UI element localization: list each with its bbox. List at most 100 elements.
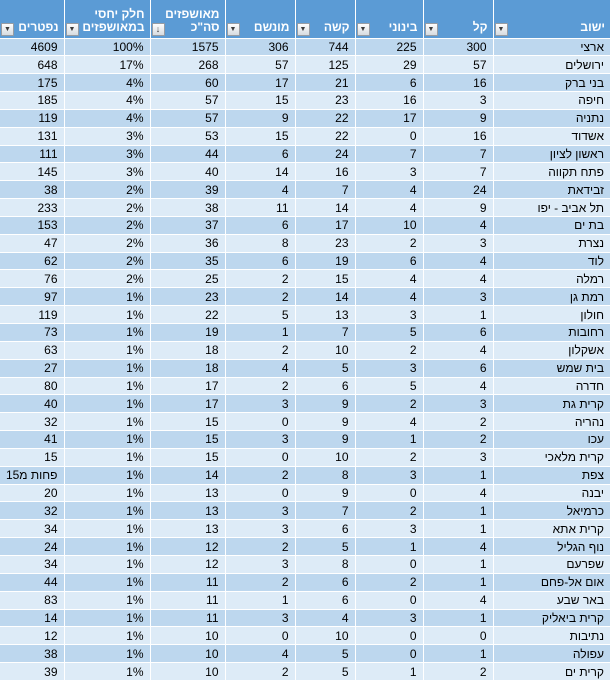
cell-severe[interactable]: 9 bbox=[294, 412, 355, 432]
cell-deceased[interactable]: 73 bbox=[0, 323, 64, 342]
cell-city[interactable]: ראשון לציון bbox=[492, 145, 610, 164]
cell-share[interactable]: 4% bbox=[63, 109, 150, 128]
cell-city[interactable]: רמלה bbox=[492, 269, 610, 289]
cell-severe[interactable]: 5 bbox=[294, 644, 355, 664]
cell-deceased[interactable]: 648 bbox=[0, 55, 64, 75]
cell-share[interactable]: 1% bbox=[63, 501, 150, 521]
cell-moderate[interactable]: 4 bbox=[354, 287, 423, 307]
cell-city[interactable]: קרית מלאכי bbox=[492, 448, 610, 467]
cell-deceased[interactable]: 32 bbox=[0, 501, 64, 521]
cell-severe[interactable]: 21 bbox=[294, 73, 355, 93]
cell-deceased[interactable]: 131 bbox=[0, 127, 64, 146]
cell-deceased[interactable]: פחות מ15 bbox=[0, 466, 64, 485]
cell-share[interactable]: 1% bbox=[63, 305, 150, 324]
cell-severe[interactable]: 5 bbox=[294, 537, 355, 556]
cell-city[interactable]: נתניה bbox=[492, 109, 610, 128]
cell-severe[interactable]: 7 bbox=[294, 180, 355, 200]
cell-deceased[interactable]: 41 bbox=[0, 430, 64, 449]
cell-moderate[interactable]: 5 bbox=[354, 323, 423, 342]
cell-moderate[interactable]: 2 bbox=[354, 341, 423, 360]
cell-share[interactable]: 2% bbox=[63, 234, 150, 253]
cell-ventilated[interactable]: 2 bbox=[224, 341, 295, 360]
cell-severe[interactable]: 10 bbox=[294, 341, 355, 360]
cell-city[interactable]: קרית גת bbox=[492, 394, 610, 414]
cell-total[interactable]: 11 bbox=[149, 573, 225, 592]
cell-total[interactable]: 38 bbox=[149, 198, 225, 217]
cell-severe[interactable]: 5 bbox=[294, 359, 355, 378]
cell-total[interactable]: 268 bbox=[149, 55, 225, 75]
cell-mild[interactable]: 6 bbox=[422, 323, 493, 342]
cell-deceased[interactable]: 20 bbox=[0, 484, 64, 503]
cell-mild[interactable]: 4 bbox=[422, 537, 493, 556]
cell-share[interactable]: 2% bbox=[63, 216, 150, 235]
cell-mild[interactable]: 300 bbox=[422, 38, 493, 57]
cell-share[interactable]: 1% bbox=[63, 323, 150, 342]
cell-mild[interactable]: 57 bbox=[422, 55, 493, 75]
cell-severe[interactable]: 10 bbox=[294, 626, 355, 646]
cell-deceased[interactable]: 111 bbox=[0, 145, 64, 164]
cell-severe[interactable]: 13 bbox=[294, 305, 355, 324]
cell-share[interactable]: 1% bbox=[63, 609, 150, 628]
cell-ventilated[interactable]: 2 bbox=[224, 573, 295, 592]
cell-share[interactable]: 1% bbox=[63, 644, 150, 664]
cell-mild[interactable]: 1 bbox=[422, 573, 493, 592]
cell-severe[interactable]: 23 bbox=[294, 91, 355, 110]
cell-ventilated[interactable]: 2 bbox=[224, 377, 295, 396]
cell-mild[interactable]: 1 bbox=[422, 519, 493, 539]
cell-share[interactable]: 1% bbox=[63, 287, 150, 307]
cell-ventilated[interactable]: 306 bbox=[224, 38, 295, 57]
cell-moderate[interactable]: 10 bbox=[354, 216, 423, 235]
cell-ventilated[interactable]: 57 bbox=[224, 55, 295, 75]
cell-total[interactable]: 10 bbox=[149, 662, 225, 680]
cell-moderate[interactable]: 3 bbox=[354, 609, 423, 628]
cell-total[interactable]: 10 bbox=[149, 644, 225, 664]
cell-total[interactable]: 19 bbox=[149, 323, 225, 342]
column-header-moderate[interactable]: בינוני ▼ bbox=[354, 0, 423, 39]
cell-share[interactable]: 3% bbox=[63, 127, 150, 146]
cell-mild[interactable]: 2 bbox=[422, 412, 493, 432]
cell-moderate[interactable]: 3 bbox=[354, 519, 423, 539]
cell-city[interactable]: יבנה bbox=[492, 484, 610, 503]
cell-severe[interactable]: 6 bbox=[294, 377, 355, 396]
cell-ventilated[interactable]: 14 bbox=[224, 162, 295, 182]
cell-total[interactable]: 39 bbox=[149, 180, 225, 200]
cell-severe[interactable]: 8 bbox=[294, 466, 355, 485]
cell-ventilated[interactable]: 3 bbox=[224, 609, 295, 628]
cell-moderate[interactable]: 0 bbox=[354, 484, 423, 503]
cell-city[interactable]: אשקלון bbox=[492, 341, 610, 360]
cell-share[interactable]: 1% bbox=[63, 519, 150, 539]
cell-severe[interactable]: 9 bbox=[294, 430, 355, 449]
cell-ventilated[interactable]: 1 bbox=[224, 591, 295, 610]
cell-deceased[interactable]: 153 bbox=[0, 216, 64, 235]
cell-severe[interactable]: 9 bbox=[294, 484, 355, 503]
cell-ventilated[interactable]: 15 bbox=[224, 91, 295, 110]
cell-city[interactable]: נוף הגליל bbox=[492, 537, 610, 556]
cell-moderate[interactable]: 4 bbox=[354, 198, 423, 217]
cell-ventilated[interactable]: 0 bbox=[224, 412, 295, 432]
cell-mild[interactable]: 0 bbox=[422, 626, 493, 646]
filter-dropdown-button-deceased[interactable]: ▼ bbox=[1, 22, 14, 36]
cell-deceased[interactable]: 4609 bbox=[0, 38, 64, 57]
cell-share[interactable]: 100% bbox=[63, 38, 150, 57]
cell-deceased[interactable]: 175 bbox=[0, 73, 64, 93]
cell-city[interactable]: חיפה bbox=[492, 91, 610, 110]
cell-moderate[interactable]: 7 bbox=[354, 145, 423, 164]
filter-dropdown-button-city[interactable]: ▼ bbox=[494, 22, 508, 36]
cell-mild[interactable]: 3 bbox=[422, 287, 493, 307]
sorted-filter-button-total[interactable]: ↓ bbox=[151, 22, 165, 36]
cell-mild[interactable]: 4 bbox=[422, 269, 493, 289]
cell-moderate[interactable]: 3 bbox=[354, 359, 423, 378]
cell-total[interactable]: 36 bbox=[149, 234, 225, 253]
cell-deceased[interactable]: 47 bbox=[0, 234, 64, 253]
cell-share[interactable]: 1% bbox=[63, 591, 150, 610]
cell-total[interactable]: 60 bbox=[149, 73, 225, 93]
cell-city[interactable]: תל אביב - יפו bbox=[492, 198, 610, 217]
column-header-severe[interactable]: קשה ▼ bbox=[294, 0, 355, 39]
cell-ventilated[interactable]: 6 bbox=[224, 145, 295, 164]
cell-severe[interactable]: 4 bbox=[294, 609, 355, 628]
cell-moderate[interactable]: 2 bbox=[354, 573, 423, 592]
column-header-city[interactable]: ישוב ▼ bbox=[492, 0, 610, 39]
cell-share[interactable]: 1% bbox=[63, 430, 150, 449]
cell-mild[interactable]: 16 bbox=[422, 73, 493, 93]
cell-ventilated[interactable]: 3 bbox=[224, 501, 295, 521]
